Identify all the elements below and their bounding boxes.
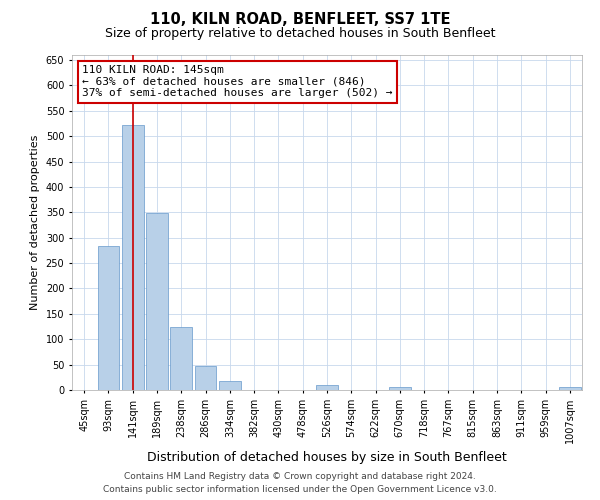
Bar (122, 124, 143, 390)
Bar (316, 386, 338, 390)
Bar (389, 388, 411, 390)
Text: Contains HM Land Registry data © Crown copyright and database right 2024.
Contai: Contains HM Land Registry data © Crown c… (103, 472, 497, 494)
Bar (559, 388, 581, 390)
Y-axis label: Number of detached properties: Number of detached properties (30, 135, 40, 310)
Bar (146, 214, 168, 390)
Bar (219, 381, 241, 390)
Bar (97, 246, 119, 390)
Text: 110 KILN ROAD: 145sqm
← 63% of detached houses are smaller (846)
37% of semi-det: 110 KILN ROAD: 145sqm ← 63% of detached … (82, 65, 392, 98)
Bar (170, 327, 192, 390)
X-axis label: Distribution of detached houses by size in South Benfleet: Distribution of detached houses by size … (147, 452, 507, 464)
Text: 110, KILN ROAD, BENFLEET, SS7 1TE: 110, KILN ROAD, BENFLEET, SS7 1TE (150, 12, 450, 28)
Text: Size of property relative to detached houses in South Benfleet: Size of property relative to detached ho… (105, 28, 495, 40)
Bar (194, 366, 217, 390)
